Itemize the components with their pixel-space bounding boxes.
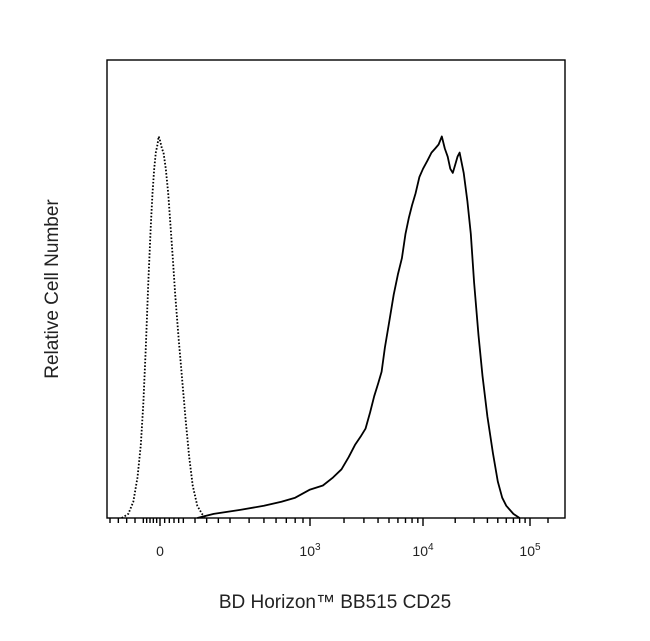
x-axis-tick-labels: 0 103 104 105	[156, 542, 541, 559]
series-solid-histogram	[197, 135, 521, 519]
plot-frame	[106, 59, 566, 519]
x-tick-label: 104	[412, 542, 434, 559]
x-tick-label: 0	[156, 543, 164, 559]
x-tick-label: 105	[519, 542, 541, 559]
y-axis-label: Relative Cell Number	[42, 199, 63, 379]
series-dotted-histogram	[121, 135, 208, 519]
series-layer	[121, 135, 521, 519]
x-axis-ticks	[109, 518, 549, 526]
x-tick-label: 103	[299, 542, 321, 559]
x-axis-label: BD Horizon™ BB515 CD25	[219, 592, 451, 613]
